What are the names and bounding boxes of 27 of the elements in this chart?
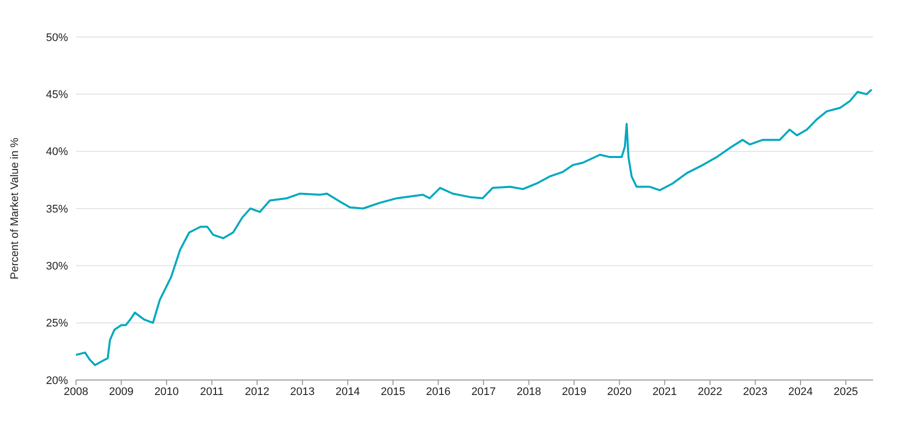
- y-tick-label: 50%: [46, 32, 68, 44]
- x-tick-label: 2015: [380, 386, 406, 398]
- x-tick-label: 2024: [788, 386, 813, 398]
- x-tick-label: 2019: [562, 386, 586, 398]
- x-tick-label: 2021: [652, 386, 677, 398]
- x-tick-label: 2023: [743, 386, 768, 398]
- y-tick-label: 45%: [46, 89, 68, 102]
- x-tick-label: 2022: [698, 386, 722, 398]
- x-tick-label: 2020: [607, 386, 632, 398]
- x-tick-label: 2008: [64, 386, 88, 398]
- y-tick-label: 40%: [46, 146, 68, 158]
- y-tick-label: 25%: [46, 318, 68, 330]
- y-tick-label: 35%: [46, 203, 68, 216]
- x-tick-label: 2010: [154, 386, 179, 398]
- y-axis-title: Percent of Market Value in %: [8, 137, 21, 280]
- x-tick-label: 2018: [516, 386, 542, 398]
- x-tick-label: 2016: [426, 386, 451, 398]
- x-tick-label: 2012: [244, 386, 270, 398]
- y-tick-label: 20%: [46, 374, 68, 387]
- x-tick-label: 2011: [200, 386, 224, 398]
- x-tick-label: 2014: [335, 386, 360, 398]
- x-tick-label: 2013: [290, 386, 315, 398]
- x-tick-label: 2017: [471, 386, 496, 398]
- x-tick-label: 2009: [109, 386, 134, 398]
- line-series: [76, 88, 873, 366]
- x-tick-label: 2025: [834, 386, 858, 398]
- y-tick-label: 30%: [46, 260, 68, 273]
